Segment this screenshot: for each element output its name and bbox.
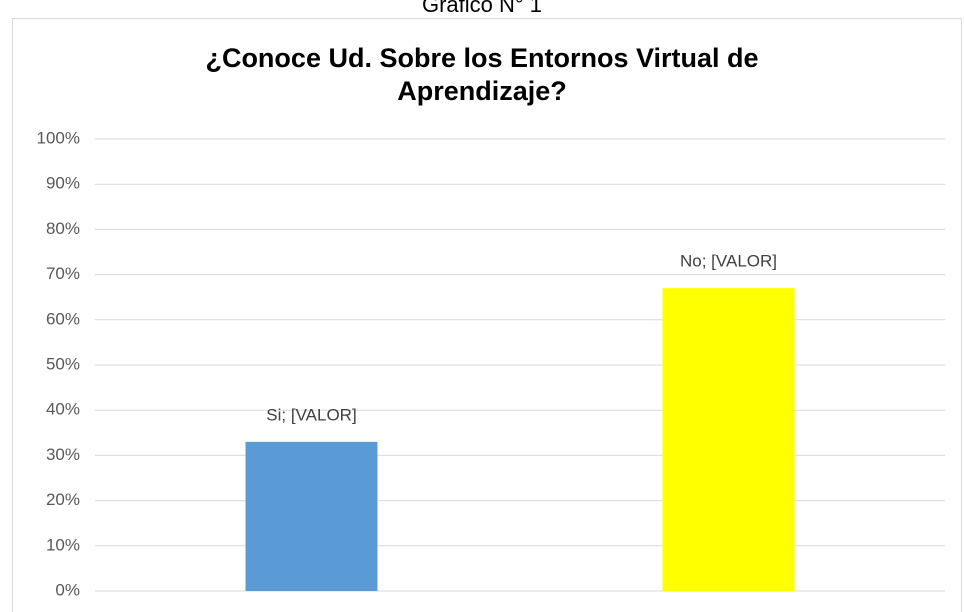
y-tick-label: 10% [46, 535, 80, 554]
y-tick-label: 50% [46, 354, 80, 373]
bar [662, 288, 795, 591]
y-tick-label: 30% [46, 445, 80, 464]
y-tick-label: 70% [46, 264, 80, 283]
data-label: Si; [VALOR] [266, 405, 356, 424]
y-tick-label: 40% [46, 400, 80, 419]
chart-title: ¿Conoce Ud. Sobre los Entornos Virtual d… [205, 43, 759, 106]
y-tick-label: 100% [37, 128, 80, 147]
y-tick-label: 20% [46, 490, 80, 509]
bar [245, 441, 378, 591]
header: Gráfico N° 1 [422, 0, 542, 17]
y-tick-label: 0% [55, 580, 80, 599]
y-tick-label: 60% [46, 309, 80, 328]
y-tick-label: 90% [46, 174, 80, 193]
chart-border [12, 18, 962, 612]
y-tick-label: 80% [46, 219, 80, 238]
data-label: No; [VALOR] [680, 252, 777, 271]
